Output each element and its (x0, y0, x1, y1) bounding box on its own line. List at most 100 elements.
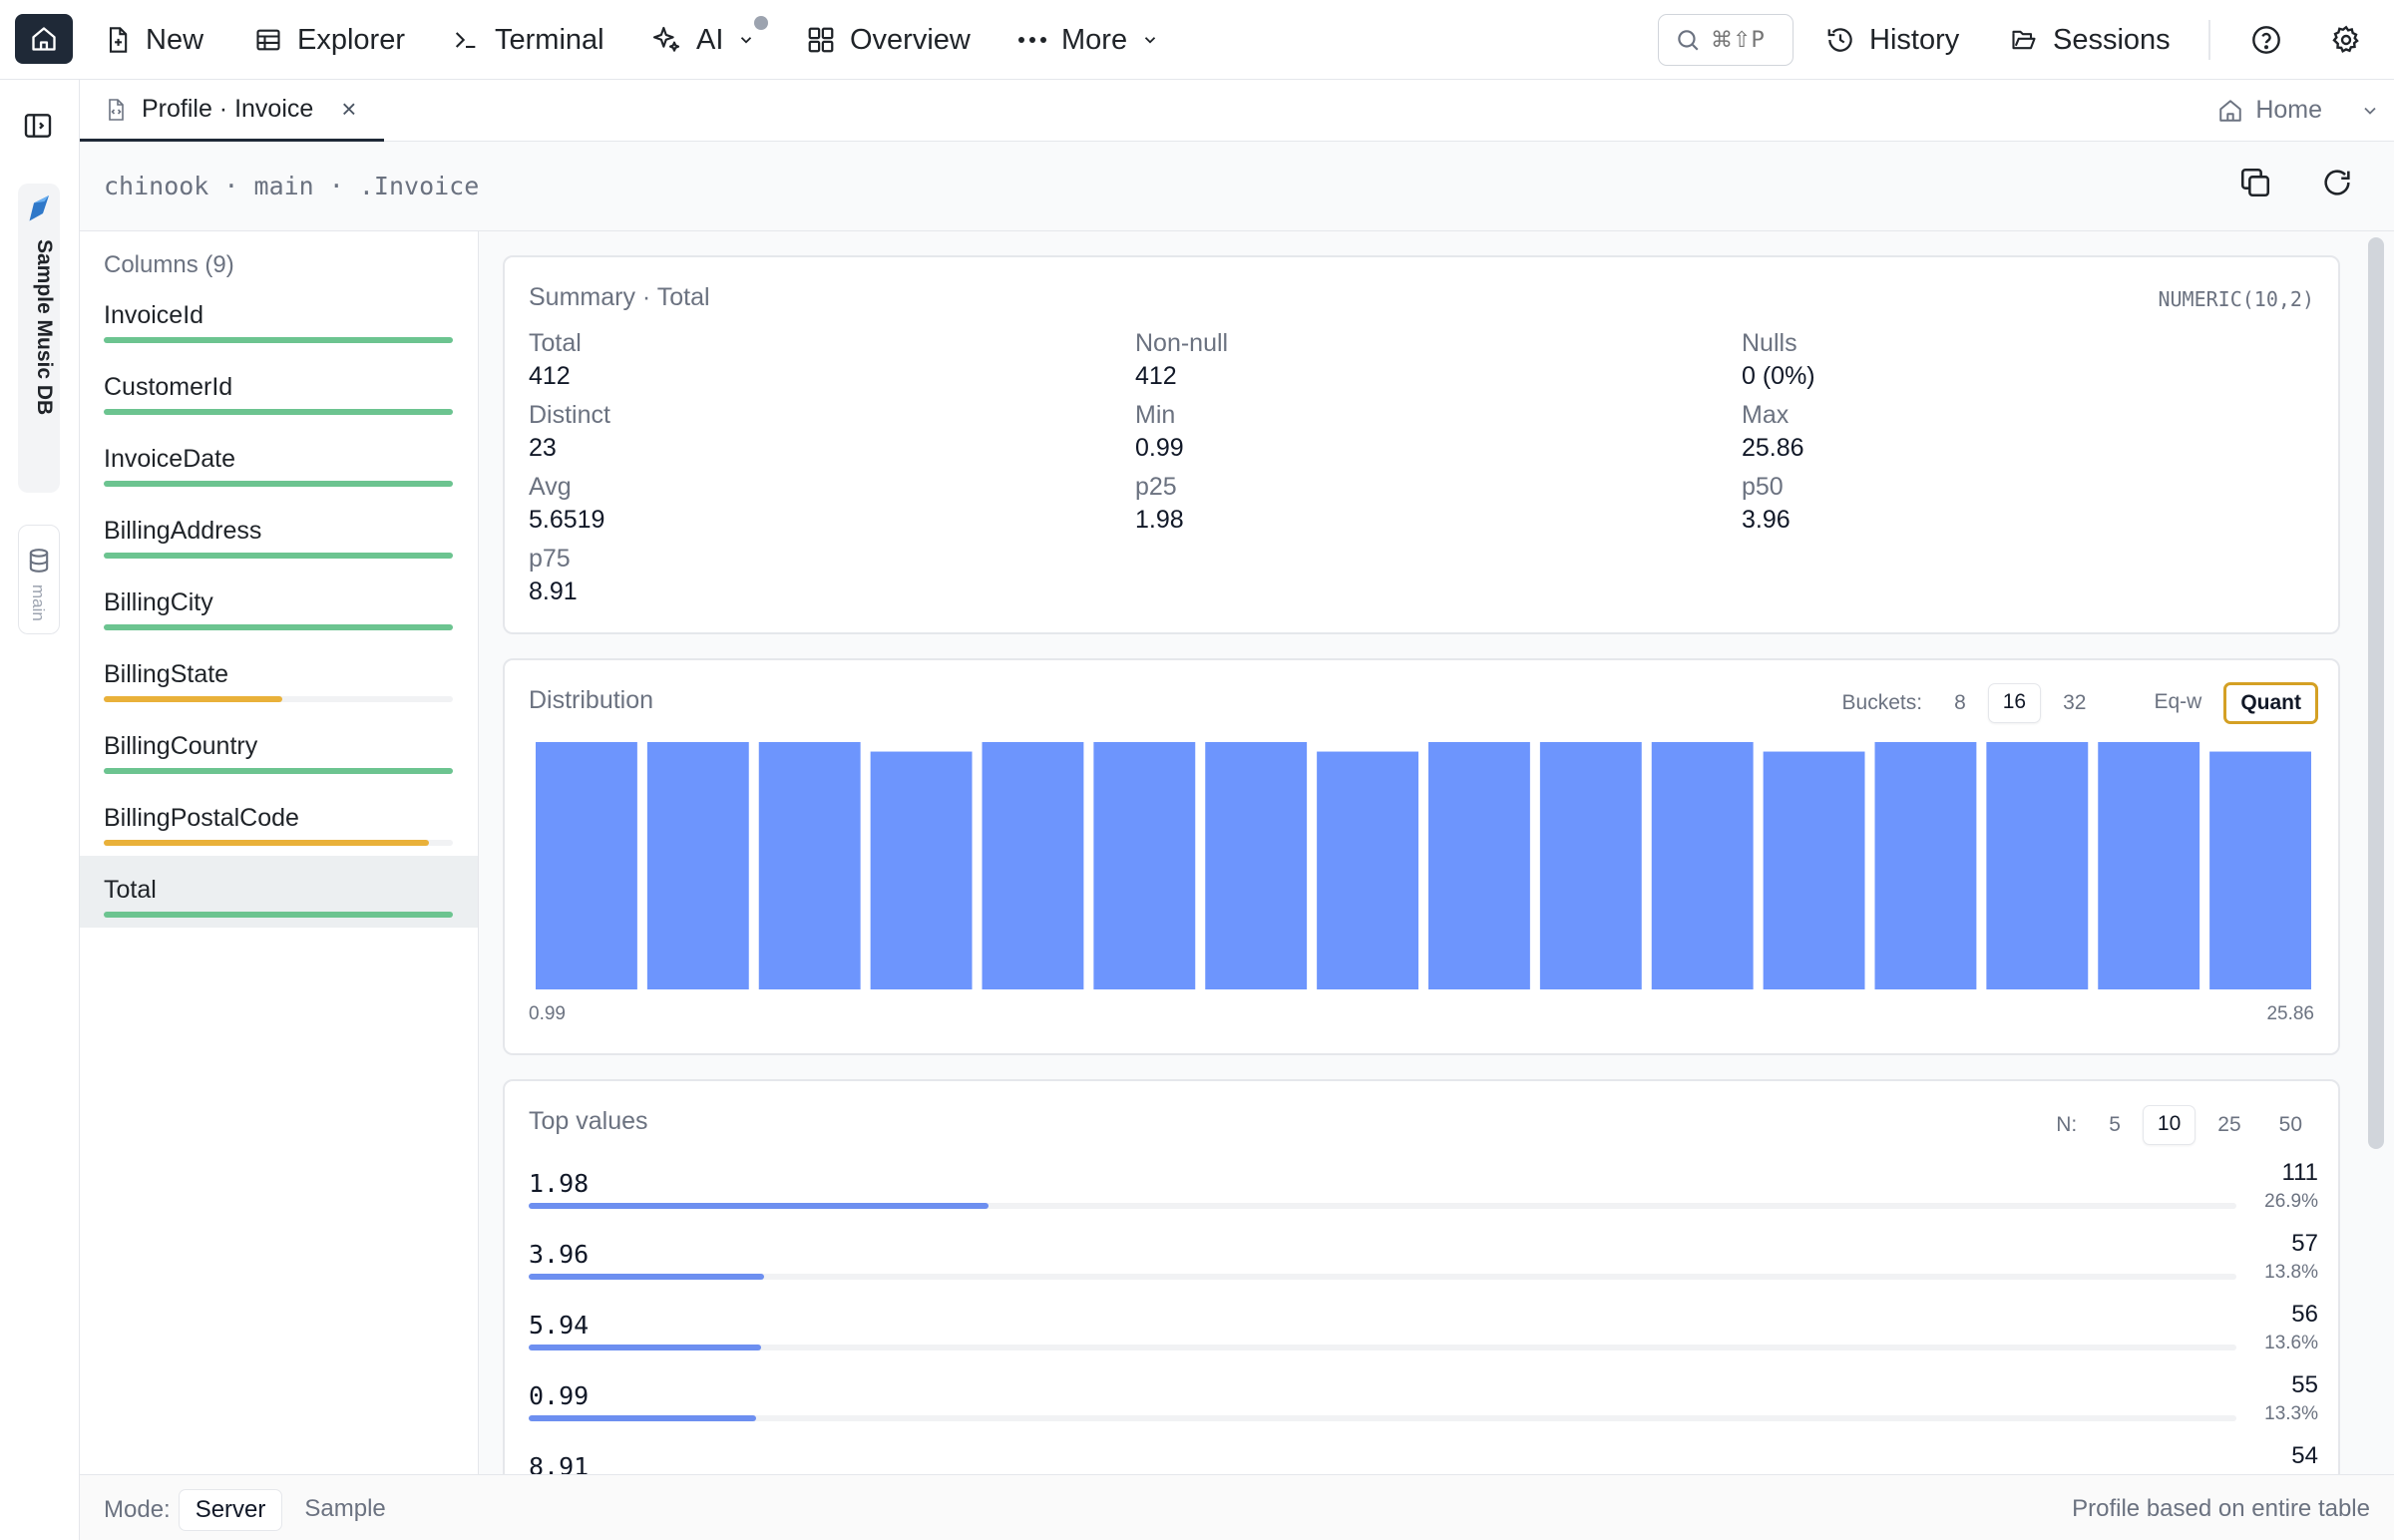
frequency-fill (529, 1274, 765, 1280)
column-item[interactable]: BillingAddress (80, 497, 478, 569)
top-value-row[interactable]: 8.91 54 (529, 1438, 2318, 1474)
top-value-count: 111 (2281, 1159, 2318, 1186)
settings-button[interactable] (2326, 20, 2366, 60)
overview-button[interactable]: Overview (806, 18, 971, 62)
histogram-bar[interactable] (1539, 742, 1642, 989)
histogram-bar[interactable] (1317, 751, 1418, 989)
summary-stat: Non-null 412 (1135, 329, 1228, 391)
copy-button[interactable] (2238, 166, 2272, 204)
top-n-option[interactable]: 10 (2142, 1105, 2196, 1145)
top-value-count: 57 (2291, 1230, 2318, 1257)
tab-title: Profile · Invoice (142, 95, 314, 123)
history-button[interactable]: History (1825, 18, 1959, 62)
home-button[interactable] (15, 14, 73, 64)
home-breadcrumb-button[interactable]: Home (2217, 96, 2380, 125)
summary-stat: p25 1.98 (1135, 473, 1184, 535)
top-value-row[interactable]: 3.96 57 13.8% (529, 1226, 2318, 1294)
ai-label: AI (696, 23, 724, 56)
completeness-fill (104, 409, 453, 415)
column-item[interactable]: Total (80, 856, 478, 928)
top-value-percent: 13.8% (2264, 1262, 2318, 1283)
completeness-bar (104, 409, 453, 415)
histogram-bar[interactable] (1205, 742, 1308, 989)
stat-value: 25.86 (1742, 434, 1804, 462)
bucket-count-option[interactable]: 32 (2063, 691, 2087, 714)
column-item[interactable]: InvoiceId (80, 281, 478, 353)
completeness-fill (104, 337, 453, 343)
top-value-count: 55 (2291, 1371, 2318, 1398)
new-button[interactable]: New (104, 18, 203, 62)
summary-stat: Distinct 23 (529, 401, 610, 463)
histogram-bar[interactable] (982, 742, 1084, 989)
column-name: BillingPostalCode (104, 804, 299, 832)
column-item[interactable]: InvoiceDate (80, 425, 478, 497)
refresh-button[interactable] (2320, 166, 2354, 204)
top-value-row[interactable]: 5.94 56 13.6% (529, 1297, 2318, 1364)
terminal-button[interactable]: Terminal (451, 18, 604, 62)
column-item[interactable]: CustomerId (80, 353, 478, 425)
completeness-bar (104, 624, 453, 630)
close-tab-icon[interactable]: × (341, 94, 357, 124)
completeness-fill (104, 768, 453, 774)
histogram-bar[interactable] (1763, 751, 1865, 989)
histogram-bar[interactable] (536, 742, 637, 989)
bucket-count-option[interactable]: 8 (1954, 691, 1966, 714)
database-icon (25, 547, 53, 579)
mode-label: Mode: (104, 1496, 171, 1523)
histogram-bar[interactable] (1651, 742, 1754, 989)
top-value-row[interactable]: 0.99 55 13.3% (529, 1367, 2318, 1435)
histogram-bar[interactable] (646, 742, 749, 989)
command-search-input[interactable] (1711, 27, 1781, 53)
column-item[interactable]: BillingCountry (80, 712, 478, 784)
histogram-bar[interactable] (1874, 742, 1977, 989)
help-button[interactable] (2246, 20, 2286, 60)
stat-value: 0.99 (1135, 434, 1184, 462)
top-value-row[interactable]: 1.98 111 26.9% (529, 1155, 2318, 1223)
column-item[interactable]: BillingPostalCode (80, 784, 478, 856)
search-icon (1678, 30, 1699, 51)
profile-mode-option[interactable]: Server (178, 1489, 283, 1531)
tab-profile-invoice[interactable]: Profile · Invoice × (80, 80, 384, 142)
stat-value: 1.98 (1135, 506, 1184, 534)
terminal-label: Terminal (495, 23, 604, 56)
histogram-bar[interactable] (2209, 751, 2311, 989)
sessions-button[interactable]: Sessions (2009, 18, 2171, 62)
top-n-option[interactable]: 5 (2109, 1113, 2121, 1136)
stat-value: 0 (0%) (1742, 362, 1815, 390)
column-item[interactable]: BillingCity (80, 569, 478, 640)
refresh-icon (2324, 170, 2350, 195)
home-icon (32, 27, 56, 51)
profile-mode-option[interactable]: Sample (304, 1495, 386, 1522)
top-value-label: 5.94 (529, 1311, 590, 1340)
schema-selector[interactable] (18, 525, 60, 634)
command-search[interactable] (1658, 14, 1794, 66)
bucket-mode-option[interactable]: Eq-w (2154, 690, 2202, 713)
summary-stat: Avg 5.6519 (529, 473, 604, 535)
more-button[interactable]: More (1017, 18, 1159, 62)
histogram-bar[interactable] (2098, 742, 2200, 989)
ai-button[interactable]: AI (650, 18, 755, 62)
top-n-option[interactable]: 50 (2278, 1113, 2302, 1136)
vertical-scrollbar[interactable] (2368, 237, 2384, 1149)
profile-scope-note: Profile based on entire table (2072, 1495, 2370, 1522)
histogram-bar[interactable] (1093, 742, 1196, 989)
explorer-button[interactable]: Explorer (253, 18, 405, 62)
database-selector[interactable] (18, 184, 60, 493)
database-logo-icon (22, 190, 58, 230)
bucket-mode-option[interactable]: Quant (2223, 682, 2318, 724)
left-rail: Sample Music DB main (0, 80, 80, 1540)
bucket-count-option[interactable]: 16 (1987, 683, 2042, 723)
histogram-bar[interactable] (870, 751, 973, 989)
sidebar-toggle-button[interactable] (20, 110, 56, 147)
histogram-bar[interactable] (1986, 742, 2089, 989)
stat-value: 412 (1135, 362, 1177, 390)
top-value-label: 3.96 (529, 1240, 590, 1269)
column-name: BillingAddress (104, 517, 262, 545)
top-n-option[interactable]: 25 (2217, 1113, 2241, 1136)
new-label: New (146, 23, 204, 56)
histogram-bar[interactable] (1428, 742, 1530, 989)
histogram-bar[interactable] (758, 742, 861, 989)
stat-label: p25 (1135, 473, 1177, 501)
column-item[interactable]: BillingState (80, 640, 478, 712)
ai-status-dot (754, 16, 768, 30)
